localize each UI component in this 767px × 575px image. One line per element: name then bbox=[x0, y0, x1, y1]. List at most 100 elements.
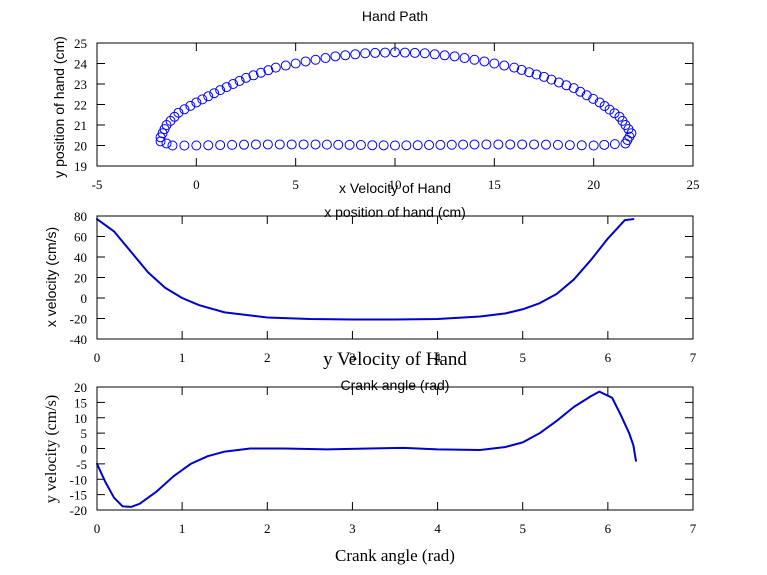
y-velocity-series-line bbox=[96, 390, 637, 508]
hand-path-point bbox=[469, 54, 480, 65]
hand-path-point bbox=[458, 139, 469, 150]
hand-path-point bbox=[221, 82, 232, 93]
hand-path-point bbox=[390, 140, 400, 151]
y-velocity-ylabel: y velocity (cm/s) bbox=[43, 395, 60, 503]
hand-path-point bbox=[505, 139, 516, 150]
x-velocity-ytick-label: 0 bbox=[81, 291, 88, 306]
y-velocity-xtick-label: 1 bbox=[179, 521, 186, 536]
hand-path-point bbox=[588, 140, 599, 151]
hand-path-point bbox=[239, 139, 250, 150]
y-velocity-xtick-label: 6 bbox=[605, 521, 612, 536]
hand-path-point bbox=[439, 50, 450, 61]
x-velocity-xtick-label: 1 bbox=[179, 350, 186, 365]
hand-path-point bbox=[401, 140, 412, 151]
hand-path-point bbox=[310, 139, 321, 150]
hand-path-ylabel: y position of hand (cm) bbox=[51, 36, 67, 178]
hand-path-point bbox=[599, 139, 610, 150]
hand-path-xtick-label: 15 bbox=[488, 177, 501, 192]
hand-path-point bbox=[479, 56, 490, 67]
hand-path-xtick-label: 25 bbox=[687, 177, 700, 192]
hand-path-point bbox=[609, 108, 620, 119]
hand-path-point bbox=[350, 49, 361, 60]
hand-path-point bbox=[499, 60, 510, 71]
hand-path-point bbox=[286, 139, 297, 150]
hand-path-point bbox=[274, 139, 285, 150]
x-velocity-series-line bbox=[96, 218, 635, 321]
hand-path-ytick-label: 19 bbox=[74, 159, 87, 174]
y-velocity-title: y Velocity of Hand bbox=[323, 349, 467, 370]
hand-path-xtick-label: 10 bbox=[389, 177, 402, 192]
hand-path-point bbox=[564, 140, 575, 151]
y-velocity-xlabel: Crank angle (rad) bbox=[335, 546, 455, 565]
hand-path-xtick-label: 5 bbox=[292, 177, 299, 192]
hand-path-chart: Hand Path x position of hand (cm) y posi… bbox=[51, 8, 700, 220]
hand-path-point bbox=[197, 94, 208, 105]
hand-path-point bbox=[321, 139, 332, 150]
x-velocity-title: x Velocity of Hand bbox=[339, 180, 451, 196]
hand-path-xtick-label: 20 bbox=[587, 177, 600, 192]
hand-path-point bbox=[446, 139, 457, 150]
hand-path-point bbox=[179, 140, 190, 151]
y-velocity-xtick-label: 7 bbox=[690, 521, 697, 536]
hand-path-title: Hand Path bbox=[362, 8, 428, 24]
y-velocity-xtick-label: 2 bbox=[264, 521, 271, 536]
x-velocity-ytick-label: 60 bbox=[74, 230, 87, 245]
hand-path-point bbox=[155, 136, 166, 147]
hand-path-point bbox=[581, 90, 592, 101]
hand-path-ytick-label: 24 bbox=[74, 57, 88, 72]
x-velocity-xlabel: Crank angle (rad) bbox=[341, 377, 450, 393]
hand-path-point bbox=[340, 50, 351, 61]
y-velocity-ytick-label: 15 bbox=[74, 395, 87, 410]
hand-path-point bbox=[588, 93, 599, 104]
hand-path-point bbox=[540, 139, 551, 150]
y-velocity-ytick-label: 0 bbox=[81, 442, 88, 457]
hand-path-point bbox=[173, 107, 184, 118]
hand-path-point bbox=[234, 75, 245, 86]
hand-path-point bbox=[248, 70, 259, 81]
x-velocity-xtick-label: 6 bbox=[605, 350, 612, 365]
x-velocity-ytick-label: 80 bbox=[74, 209, 87, 224]
hand-path-point bbox=[179, 104, 190, 115]
hand-path-point bbox=[568, 83, 579, 94]
y-velocity-ytick-label: 20 bbox=[74, 380, 87, 395]
hand-path-ytick-label: 20 bbox=[74, 139, 87, 154]
x-velocity-xtick-label: 4 bbox=[434, 350, 441, 365]
hand-path-point bbox=[419, 48, 430, 59]
hand-path-point bbox=[380, 47, 391, 58]
y-velocity-ytick-label: -5 bbox=[76, 457, 87, 472]
hand-path-point bbox=[167, 140, 178, 151]
x-velocity-plot-area bbox=[96, 215, 694, 340]
hand-path-point bbox=[378, 140, 389, 151]
y-velocity-ytick-label: -20 bbox=[70, 503, 87, 518]
hand-path-point bbox=[344, 139, 355, 150]
hand-path-point bbox=[481, 139, 492, 150]
hand-path-point bbox=[529, 139, 540, 150]
hand-path-xlabel: x position of hand (cm) bbox=[324, 204, 466, 220]
y-velocity-ytick-label: -15 bbox=[70, 488, 87, 503]
hand-path-point bbox=[424, 140, 435, 151]
y-velocity-ytick-label: -10 bbox=[70, 472, 87, 487]
hand-path-point bbox=[360, 48, 371, 59]
hand-path-point bbox=[546, 74, 557, 85]
y-velocity-xtick-label: 5 bbox=[519, 521, 526, 536]
hand-path-point bbox=[290, 58, 301, 69]
x-velocity-ytick-label: 40 bbox=[74, 250, 87, 265]
hand-path-point bbox=[399, 47, 410, 58]
y-velocity-xtick-label: 0 bbox=[94, 521, 101, 536]
hand-path-xtick-label: 0 bbox=[193, 177, 200, 192]
hand-path-point bbox=[215, 140, 226, 151]
hand-path-point bbox=[449, 51, 460, 62]
x-velocity-ylabel: x velocity (cm/s) bbox=[43, 227, 59, 327]
x-velocity-xtick-label: 3 bbox=[349, 350, 356, 365]
x-velocity-ytick-label: -40 bbox=[70, 332, 87, 347]
hand-path-point bbox=[531, 69, 542, 80]
hand-path-point bbox=[185, 100, 196, 111]
hand-path-point bbox=[609, 139, 620, 150]
hand-path-point bbox=[409, 47, 420, 58]
hand-path-point bbox=[552, 139, 563, 150]
hand-path-point bbox=[553, 77, 564, 88]
y-velocity-ytick-label: 5 bbox=[81, 426, 88, 441]
hand-path-point bbox=[203, 91, 214, 102]
hand-path-point bbox=[330, 51, 341, 62]
